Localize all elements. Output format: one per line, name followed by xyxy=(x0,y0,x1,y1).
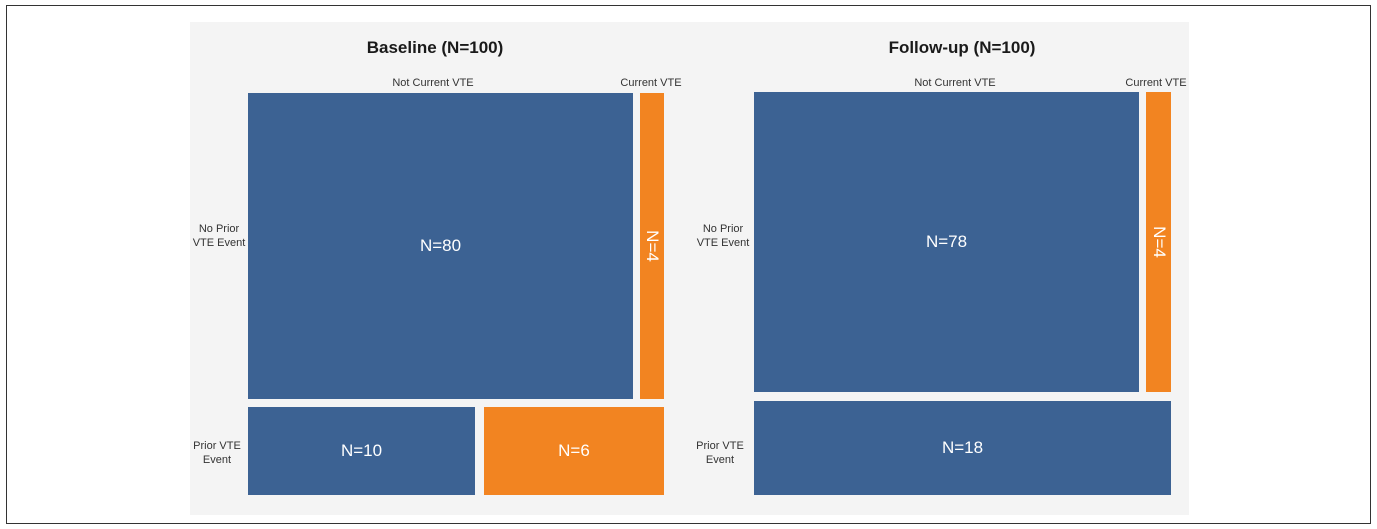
baseline-row-label-prior: Prior VTE Event xyxy=(193,440,241,466)
baseline-cell-prior-current: N=6 xyxy=(484,407,664,495)
baseline-row-label-no-prior: No Prior VTE Event xyxy=(192,223,246,249)
baseline-title: Baseline (N=100) xyxy=(366,38,504,57)
followup-cell-noprior-notcurrent: N=78 xyxy=(754,92,1139,392)
followup-row-label-no-prior: No Prior VTE Event xyxy=(696,223,750,249)
baseline-col-label-current: Current VTE xyxy=(620,77,682,89)
followup-cell-noprior-current: N=4 xyxy=(1146,92,1171,392)
data-label: N=80 xyxy=(419,236,462,255)
data-label: N=4 xyxy=(1149,226,1169,258)
data-label: N=6 xyxy=(558,441,590,460)
followup-col-label-current: Current VTE xyxy=(1125,77,1187,89)
baseline-cell-noprior-notcurrent: N=80 xyxy=(248,93,633,399)
data-label: N=10 xyxy=(340,441,383,460)
data-label: N=18 xyxy=(941,438,984,457)
followup-title: Follow-up (N=100) xyxy=(888,38,1036,57)
baseline-col-label-not-current: Not Current VTE xyxy=(392,77,474,89)
data-label: N=4 xyxy=(643,230,663,262)
followup-col-label-not-current: Not Current VTE xyxy=(914,77,996,89)
followup-row-label-prior: Prior VTE Event xyxy=(696,440,744,466)
data-label: N=78 xyxy=(925,232,968,251)
followup-cell-prior-notcurrent: N=18 xyxy=(754,401,1171,495)
baseline-cell-noprior-current: N=4 xyxy=(640,93,664,399)
baseline-cell-prior-notcurrent: N=10 xyxy=(248,407,475,495)
